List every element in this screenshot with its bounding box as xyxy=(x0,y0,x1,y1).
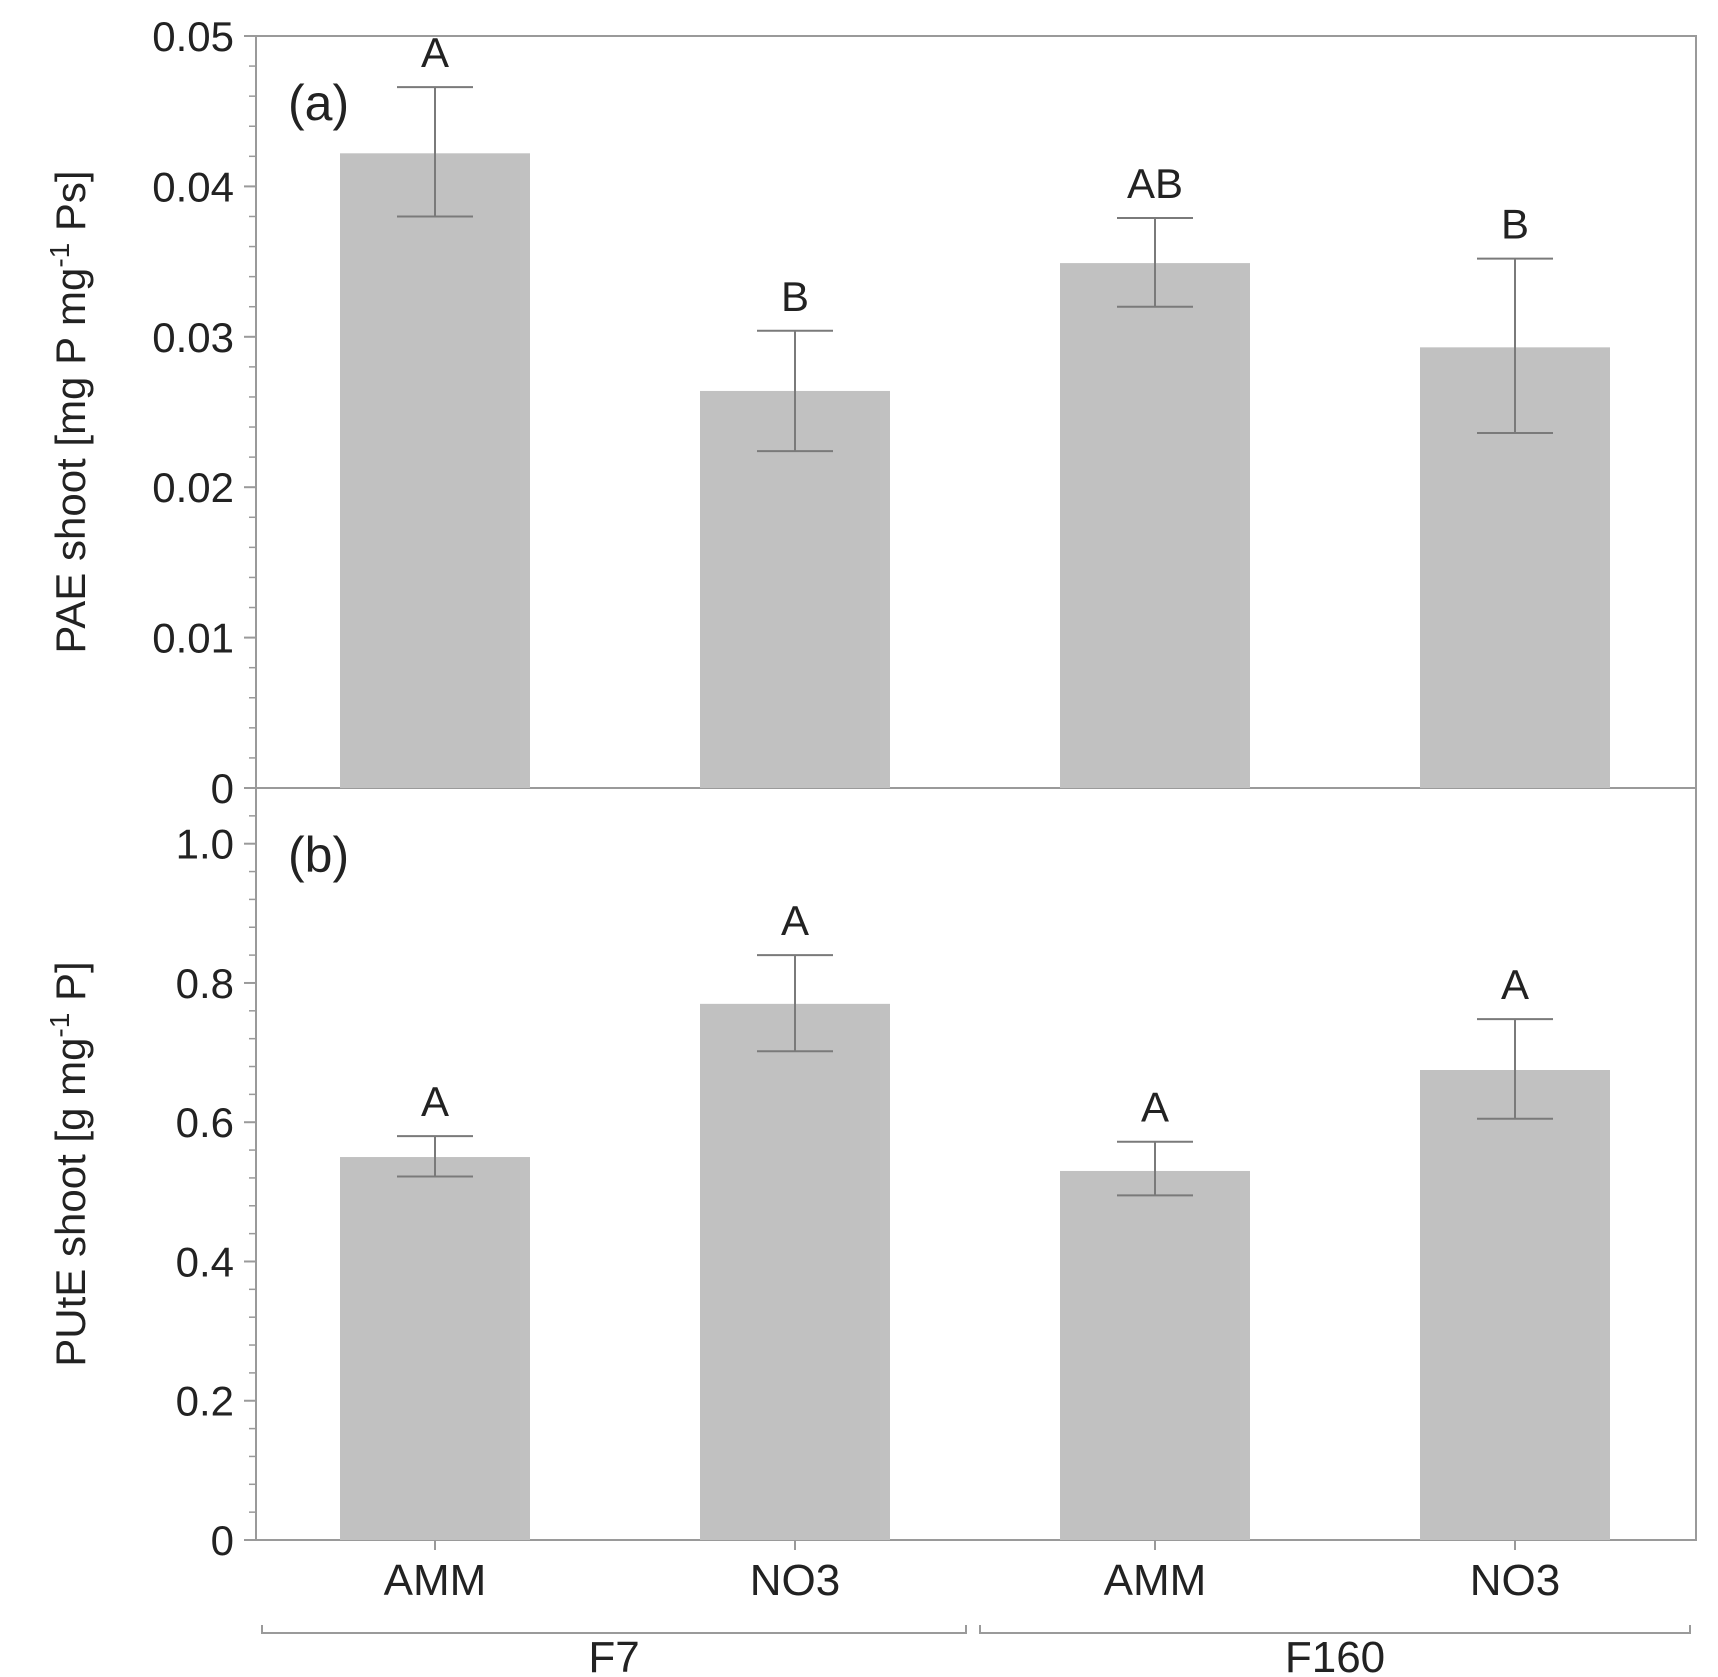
panel-b-y-tick-label: 0.8 xyxy=(176,960,234,1007)
panel-a-y-tick-label: 0.02 xyxy=(152,464,234,511)
panel-a-bar xyxy=(340,153,530,788)
panel-b-bar xyxy=(340,1157,530,1540)
panel-b-plot: 0 0.2 0.4 0.6 0.8 1.0 A A A A xyxy=(176,787,1610,1564)
panel-b-y-tick-label: 0.2 xyxy=(176,1378,234,1425)
panel-a-y-axis-title: PAE shoot [mg P mg-1 Ps] xyxy=(44,170,94,653)
panel-a-y-tick-label: 0.03 xyxy=(152,314,234,361)
x-category-label: NO3 xyxy=(1470,1556,1560,1605)
group-bracket-f7 xyxy=(261,1625,967,1634)
panel-b-significance-letter: A xyxy=(421,1078,449,1125)
panel-b-frame xyxy=(255,787,1697,1541)
panel-b-bar xyxy=(1420,1070,1610,1540)
panel-a-significance-letter: B xyxy=(1501,201,1529,248)
panel-b-significance-letter: A xyxy=(1501,961,1529,1008)
panel-a-bar xyxy=(700,390,890,788)
group-label-f7: F7 xyxy=(588,1633,639,1677)
panel-a-y-tick-label: 0.01 xyxy=(152,615,234,662)
x-category-label: NO3 xyxy=(750,1556,840,1605)
panel-b-label: (b) xyxy=(288,827,349,883)
panel-a-y-tick-label: 0.05 xyxy=(152,13,234,60)
panel-b-y-axis-title: PUtE shoot [g mg-1 P] xyxy=(44,961,94,1366)
group-bracket-f160 xyxy=(979,1625,1691,1634)
group-label-f160: F160 xyxy=(1285,1633,1385,1677)
panel-b-bar xyxy=(1060,1170,1250,1540)
panel-a-bar xyxy=(1060,263,1250,788)
panel-b-significance-letter: A xyxy=(781,897,809,944)
panel-a-significance-letter: AB xyxy=(1127,160,1183,207)
panel-a-label: (a) xyxy=(288,75,349,131)
panel-a-y-tick-label: 0.04 xyxy=(152,163,234,210)
panel-b-y-tick-label: 1.0 xyxy=(176,821,234,868)
x-category-label: AMM xyxy=(384,1556,487,1605)
panel-a-y-tick-label: 0 xyxy=(211,765,234,812)
x-category-label: AMM xyxy=(1104,1556,1207,1605)
panel-b-significance-letter: A xyxy=(1141,1084,1169,1131)
panel-b-bar xyxy=(700,1003,890,1540)
panel-a-significance-letter: B xyxy=(781,273,809,320)
panel-a-significance-letter: A xyxy=(421,29,449,76)
x-axis xyxy=(434,1540,1516,1550)
panel-b-y-tick-label: 0 xyxy=(211,1517,234,1564)
panel-b-y-tick-label: 0.4 xyxy=(176,1238,234,1285)
panel-b-y-tick-label: 0.6 xyxy=(176,1099,234,1146)
